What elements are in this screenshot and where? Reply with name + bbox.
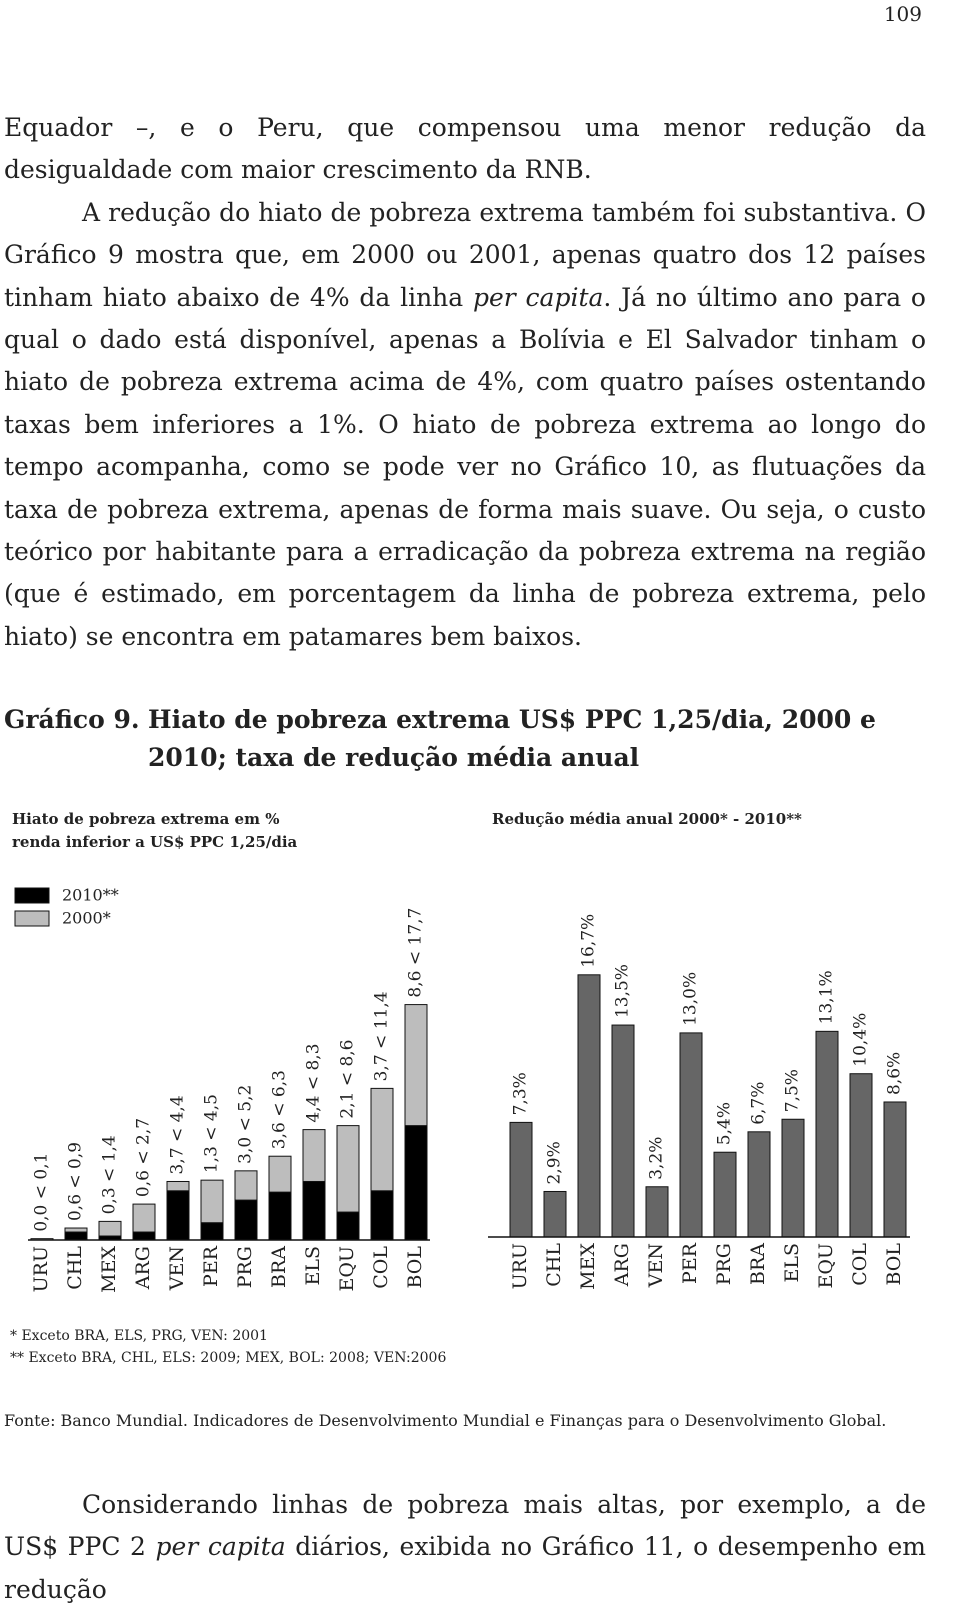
page-number: 109: [883, 2, 922, 26]
value-label: 13,0%: [681, 972, 701, 1026]
legend-swatch: [14, 910, 50, 927]
chart-title: renda inferior a US$ PPC 1,25/dia: [12, 833, 298, 851]
category-label: URU: [30, 1246, 52, 1292]
category-label: BRA: [747, 1243, 769, 1285]
category-label: VEN: [645, 1243, 667, 1288]
category-label: MEX: [577, 1243, 599, 1290]
bar: [166, 1190, 190, 1241]
value-label: 13,1%: [817, 970, 837, 1024]
category-label: ARG: [132, 1246, 154, 1290]
bar: [336, 1211, 360, 1241]
figure-label: Gráfico 9.: [4, 705, 140, 734]
chart-title: Hiato de pobreza extrema em %: [12, 810, 279, 828]
bar: [645, 1186, 669, 1238]
bar: [679, 1032, 703, 1238]
category-label: ARG: [611, 1243, 633, 1287]
body-text: Considerando linhas de pobreza mais alta…: [4, 1484, 926, 1611]
paragraph: Equador –, e o Peru, que compensou uma m…: [4, 107, 926, 192]
category-label: PRG: [234, 1246, 256, 1288]
value-label: 0,0 < 0,1: [32, 1153, 52, 1232]
category-label: CHL: [543, 1243, 565, 1287]
source: Fonte: Banco Mundial. Indicadores de Des…: [4, 1411, 887, 1430]
paragraph: A redução do hiato de pobreza extrema ta…: [4, 192, 926, 658]
paragraph: Considerando linhas de pobreza mais alta…: [4, 1484, 926, 1611]
category-label: EQU: [815, 1243, 837, 1288]
italic-run: per capita: [472, 282, 604, 312]
category-label: MEX: [98, 1246, 120, 1293]
italic-run: per capita: [155, 1532, 286, 1562]
category-label: BRA: [268, 1246, 290, 1288]
value-label: 3,7 < 11,4: [372, 991, 392, 1081]
value-label: 2,9%: [545, 1141, 565, 1184]
bar: [611, 1024, 635, 1238]
category-label: ELS: [302, 1246, 324, 1286]
figure-title: Hiato de pobreza extrema US$ PPC 1,25/di…: [148, 705, 876, 772]
value-label: 2,1 < 8,6: [338, 1039, 358, 1118]
bar: [543, 1190, 567, 1238]
category-label: COL: [370, 1246, 392, 1289]
value-label: 0,3 < 1,4: [100, 1135, 120, 1214]
category-label: COL: [849, 1243, 871, 1286]
legend-swatch: [14, 887, 50, 904]
bar: [132, 1231, 156, 1241]
category-label: EQU: [336, 1246, 358, 1291]
footnote: * Exceto BRA, ELS, PRG, VEN: 2001: [10, 1328, 268, 1344]
value-label: 1,3 < 4,5: [202, 1094, 222, 1173]
text-run: Equador –, e o Peru, que compensou uma m…: [4, 113, 926, 185]
bar: [815, 1030, 839, 1238]
bar: [713, 1151, 737, 1238]
bar: [370, 1190, 394, 1241]
category-label: URU: [509, 1243, 531, 1289]
bar: [302, 1180, 326, 1241]
footnote: ** Exceto BRA, CHL, ELS: 2009; MEX, BOL:…: [10, 1350, 447, 1366]
value-label: 8,6 < 17,7: [406, 908, 426, 998]
bar: [64, 1231, 88, 1241]
bar: [577, 974, 601, 1238]
text-run: Considerando linhas de pobreza mais alta…: [4, 1490, 926, 1562]
bar: [747, 1131, 771, 1238]
value-label: 0,6 < 2,7: [134, 1118, 154, 1197]
category-label: PRG: [713, 1243, 735, 1285]
bar: [268, 1191, 292, 1241]
value-label: 0,6 < 0,9: [66, 1142, 86, 1221]
category-label: CHL: [64, 1246, 86, 1290]
value-label: 3,6 < 6,3: [270, 1070, 290, 1149]
legend-label: 2010**: [62, 886, 119, 905]
chart-title: Redução média anual 2000* - 2010**: [492, 810, 802, 828]
value-label: 10,4%: [851, 1013, 871, 1067]
bar: [509, 1121, 533, 1238]
legend-label: 2000*: [62, 909, 111, 928]
value-label: 3,7 < 4,4: [168, 1095, 188, 1174]
value-label: 3,2%: [647, 1137, 667, 1180]
bar: [883, 1101, 907, 1238]
value-label: 5,4%: [715, 1102, 735, 1145]
value-label: 8,6%: [885, 1052, 905, 1095]
bar: [404, 1125, 428, 1241]
category-label: PER: [679, 1242, 701, 1284]
bar: [200, 1222, 224, 1241]
text-run: . Já no último ano para o qual o dado es…: [4, 282, 926, 651]
category-label: ELS: [781, 1243, 803, 1283]
category-label: BOL: [404, 1246, 426, 1289]
value-label: 4,4 < 8,3: [304, 1043, 324, 1122]
bar: [234, 1199, 258, 1241]
value-label: 3,0 < 5,2: [236, 1085, 256, 1164]
category-label: PER: [200, 1245, 222, 1287]
category-label: BOL: [883, 1243, 905, 1286]
bar: [849, 1073, 873, 1238]
value-label: 6,7%: [749, 1082, 769, 1125]
text-run: diários, exibida no Gráfico 11, o desemp…: [4, 1532, 926, 1604]
body-text: Equador –, e o Peru, que compensou uma m…: [4, 107, 926, 658]
value-label: 7,3%: [511, 1072, 531, 1115]
bar: [781, 1118, 805, 1238]
category-label: VEN: [166, 1246, 188, 1291]
text-run: A redução do hiato de pobreza extrema ta…: [4, 197, 926, 312]
value-label: 13,5%: [613, 964, 633, 1018]
value-label: 7,5%: [783, 1069, 803, 1112]
value-label: 16,7%: [579, 914, 599, 968]
